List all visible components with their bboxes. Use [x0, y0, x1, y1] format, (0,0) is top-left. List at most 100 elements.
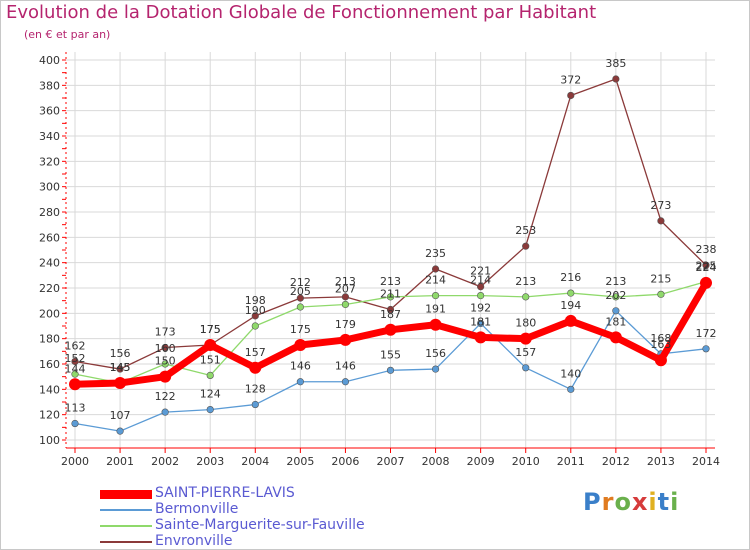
x-tick-label: 2001 [106, 455, 134, 468]
data-point [251, 312, 259, 320]
data-point [386, 366, 395, 374]
legend-swatch [100, 525, 152, 527]
x-tick-label: 2012 [602, 455, 630, 468]
y-tick-label: 200 [39, 307, 60, 320]
x-tick-label: 2010 [512, 455, 540, 468]
data-label: 190 [245, 304, 266, 317]
data-point [522, 364, 530, 372]
data-label: 212 [290, 276, 311, 289]
data-point [477, 292, 485, 300]
data-label: 235 [425, 247, 446, 260]
data-point [567, 289, 575, 297]
data-label: 156 [425, 347, 446, 360]
y-tick-label: 320 [39, 155, 60, 168]
data-label: 145 [110, 361, 131, 374]
data-point [114, 377, 127, 389]
data-point [341, 300, 350, 309]
data-label: 213 [335, 275, 356, 288]
x-tick-label: 2004 [241, 455, 269, 468]
legend-item: Sainte-Marguerite-sur-Fauville [100, 517, 420, 534]
data-label: 151 [200, 353, 221, 366]
data-label: 192 [470, 301, 491, 314]
y-tick-label: 180 [39, 333, 60, 346]
data-point [386, 293, 395, 301]
y-tick-label: 120 [39, 409, 60, 422]
data-label: 213 [605, 275, 626, 288]
data-point [522, 242, 530, 250]
y-tick-label: 220 [39, 282, 60, 295]
data-label: 146 [290, 360, 311, 373]
data-label: 140 [560, 367, 581, 380]
data-point [251, 322, 259, 330]
data-point [477, 283, 485, 291]
y-tick-label: 300 [39, 181, 60, 194]
y-tick-label: 140 [39, 383, 60, 396]
data-label: 172 [696, 327, 717, 340]
data-point [519, 332, 532, 345]
data-point [161, 360, 169, 368]
data-label: 205 [290, 285, 311, 298]
data-point [567, 385, 575, 393]
legend-item: SAINT-PIERRE-LAVIS [100, 485, 420, 502]
data-point [567, 91, 575, 100]
x-tick-label: 2009 [467, 455, 495, 468]
data-label: 144 [65, 362, 86, 375]
data-label: 202 [605, 289, 626, 302]
data-label: 213 [380, 275, 401, 288]
data-label: 145 [110, 361, 131, 374]
data-label: 122 [155, 390, 176, 403]
data-point [564, 314, 577, 327]
data-label: 238 [696, 243, 717, 256]
y-tick-label: 360 [39, 105, 60, 118]
data-label: 162 [65, 339, 86, 352]
data-label: 113 [65, 402, 86, 415]
x-tick-label: 2014 [692, 455, 720, 468]
data-label: 214 [425, 274, 446, 287]
data-point [431, 265, 440, 273]
data-label: 224 [696, 261, 717, 274]
logo-letter: i [648, 488, 658, 516]
data-point [702, 345, 710, 353]
data-label: 207 [335, 282, 356, 295]
x-tick-label: 2002 [151, 455, 179, 468]
axes: 100 120 140 160 180 200 220 240 260 280 300 320 340 3… [39, 52, 720, 468]
logo-letter: t [657, 488, 671, 516]
data-point [429, 318, 442, 331]
data-point [341, 378, 350, 386]
y-tick-label: 160 [39, 358, 60, 371]
data-label: 372 [560, 73, 581, 86]
data-point [206, 371, 214, 380]
data-label: 253 [515, 224, 536, 237]
data-label: 179 [335, 318, 356, 331]
chart-title: Evolution de la Dotation Globale de Fonc… [6, 2, 597, 23]
data-point [249, 361, 262, 374]
data-label: 150 [155, 355, 176, 368]
legend-item: Envronville [100, 533, 420, 550]
data-point [522, 293, 530, 301]
data-label: 124 [200, 388, 221, 401]
data-label: 156 [110, 347, 131, 360]
proxiti-logo: Proxiti [583, 488, 679, 516]
data-point [657, 290, 665, 298]
data-point [71, 370, 79, 378]
data-point [339, 333, 352, 346]
y-tick-label: 380 [39, 79, 60, 92]
y-tick-label: 280 [39, 206, 60, 219]
data-point [161, 343, 169, 352]
data-point [69, 378, 81, 391]
legend-swatch [100, 509, 152, 511]
legend: SAINT-PIERRE-LAVIS Bermonville Sainte-Marg… [100, 485, 420, 550]
y-tick-label: 400 [39, 54, 60, 67]
data-point [71, 357, 79, 366]
data-label: 216 [560, 271, 581, 284]
data-point [159, 370, 172, 383]
data-point [609, 331, 622, 344]
data-label: 225 [696, 260, 717, 273]
data-label: 213 [515, 275, 536, 288]
data-label: 155 [380, 348, 401, 361]
x-tick-label: 2000 [61, 455, 89, 468]
data-label: 214 [470, 274, 491, 287]
data-label: 215 [650, 272, 671, 285]
data-label: 173 [155, 326, 176, 339]
